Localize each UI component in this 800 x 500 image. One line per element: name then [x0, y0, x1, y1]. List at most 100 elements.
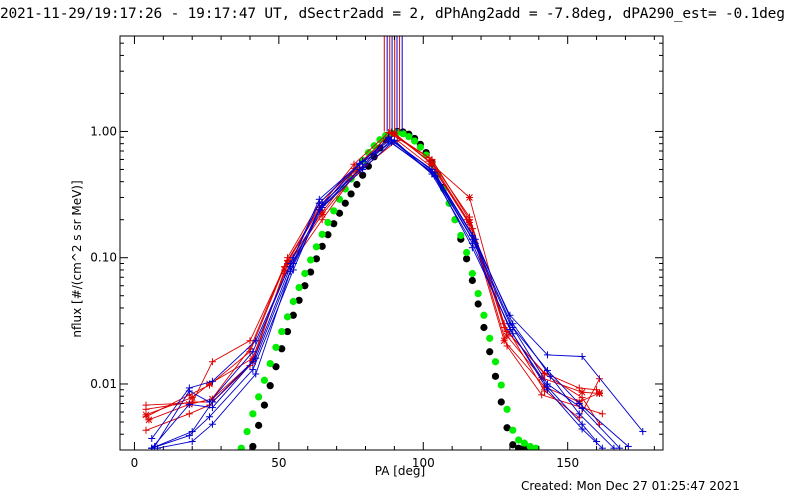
data-point	[249, 366, 257, 374]
y-axis-label: nflux [#/(cm^2 s sr MeV)]	[70, 180, 84, 337]
data-point	[578, 353, 586, 361]
data-point	[509, 330, 517, 338]
fit-point	[249, 442, 257, 450]
fit-point	[289, 297, 297, 306]
fit-point	[462, 255, 471, 263]
fit-point	[335, 209, 344, 217]
series-line	[151, 139, 615, 449]
data-point	[624, 442, 632, 450]
data-point	[575, 410, 583, 418]
fit-point	[289, 311, 297, 319]
fit-point	[457, 231, 465, 240]
data-point	[575, 400, 583, 408]
data-point	[385, 133, 393, 141]
fit-point	[491, 372, 500, 380]
data-point	[503, 342, 511, 350]
x-tick-label: 100	[412, 456, 435, 470]
data-point	[595, 375, 603, 383]
data-point	[598, 410, 606, 418]
fit-point	[399, 130, 407, 138]
data-point	[185, 400, 193, 408]
data-point	[252, 370, 260, 378]
data-point	[142, 405, 150, 413]
x-axis-label: PA [deg]	[375, 464, 425, 478]
data-point	[465, 193, 473, 201]
fit-point	[283, 313, 292, 321]
fit-point	[491, 358, 500, 366]
fit-point	[474, 300, 482, 308]
series-12	[154, 136, 606, 450]
fit-point	[260, 376, 269, 384]
marker-d2	[500, 337, 508, 345]
data-point	[145, 416, 153, 424]
fit-point	[283, 327, 292, 336]
series-5	[142, 136, 606, 434]
plot-data-layer	[142, 36, 647, 450]
marker-d2	[281, 266, 288, 274]
data-point	[543, 351, 551, 359]
fit-point	[301, 269, 309, 278]
data-point	[543, 386, 551, 394]
data-point	[575, 384, 583, 392]
data-point	[185, 387, 193, 395]
data-point	[463, 216, 471, 224]
fit-point	[266, 382, 274, 390]
data-point	[208, 377, 216, 385]
series-line	[151, 141, 621, 449]
fit-point	[497, 381, 505, 389]
series-line	[151, 136, 597, 449]
fit-point	[318, 242, 326, 250]
fit-point	[503, 424, 511, 432]
data-point	[578, 404, 586, 412]
y-tick-label: 1.00	[90, 124, 117, 138]
data-point	[595, 389, 603, 397]
data-point	[318, 203, 326, 211]
data-point	[318, 216, 326, 224]
fit-point	[255, 393, 263, 401]
series-line	[145, 132, 600, 416]
fit-point	[341, 199, 349, 207]
data-point	[593, 438, 601, 446]
series-9	[148, 138, 624, 450]
data-point	[252, 354, 260, 362]
fit-point	[324, 218, 332, 227]
fit-point	[486, 334, 494, 342]
data-point	[206, 413, 214, 421]
fit-point	[462, 248, 471, 257]
fit-point	[266, 360, 274, 368]
fit-point	[312, 255, 321, 263]
fit-point	[272, 343, 280, 351]
fit-point	[295, 283, 303, 292]
data-point	[286, 267, 294, 275]
data-point	[148, 434, 156, 442]
data-point	[188, 428, 196, 436]
fit-point	[405, 133, 413, 141]
x-tick-label: 150	[556, 456, 579, 470]
data-point	[188, 438, 196, 446]
data-point	[578, 388, 586, 396]
data-point	[431, 172, 439, 180]
fit-point	[364, 162, 372, 170]
fit-point	[468, 276, 476, 285]
series-line	[145, 139, 603, 431]
data-point	[598, 444, 606, 450]
series-2	[142, 129, 601, 421]
marker-d2	[391, 130, 398, 138]
fit-point	[416, 143, 424, 151]
fit-point	[307, 268, 315, 276]
fit-point	[532, 444, 540, 450]
y-tick-label: 0.10	[90, 251, 117, 265]
fit-point	[359, 171, 367, 179]
fit-point	[480, 323, 488, 332]
fit-point	[497, 398, 505, 406]
fit-point	[509, 441, 517, 449]
fit-point	[243, 427, 251, 436]
fit-point	[480, 311, 488, 319]
data-point	[538, 391, 546, 399]
data-point	[208, 398, 216, 406]
marker-d2	[145, 416, 153, 424]
fit-point	[353, 180, 361, 189]
data-point	[610, 444, 618, 450]
series-line	[151, 137, 644, 439]
data-point	[185, 410, 193, 418]
